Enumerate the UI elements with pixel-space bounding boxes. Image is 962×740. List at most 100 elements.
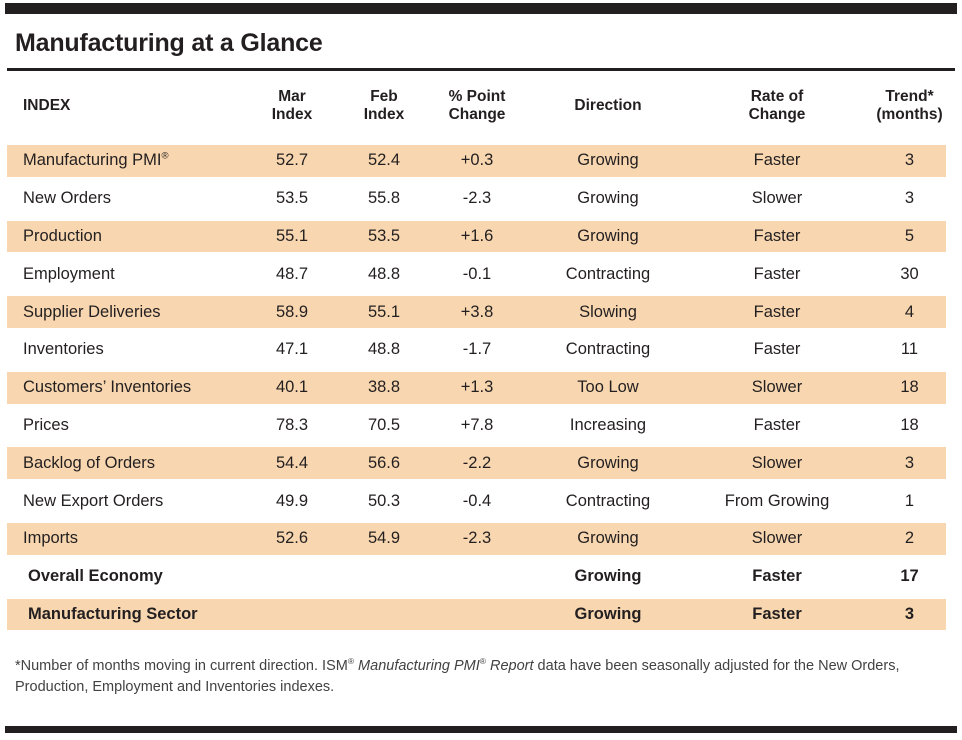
row-label: Customers’ Inventories (7, 378, 245, 397)
row-label: Manufacturing Sector (7, 605, 245, 624)
direction-value: Growing (574, 604, 642, 623)
feb-index-value: 48.8 (367, 264, 401, 283)
trend-months-value: 3 (904, 604, 915, 623)
row-label: Inventories (7, 340, 245, 359)
feb-index-value: 38.8 (367, 378, 401, 397)
index-name: Production (23, 227, 102, 245)
trend-months-value: 3 (904, 453, 915, 472)
mar-index-value: 49.9 (275, 491, 309, 510)
table-row: Production 55.1 53.5 +1.6 Growing Faster… (7, 217, 946, 256)
table-row: Inventories 47.1 48.8 -1.7 Contracting F… (7, 331, 946, 369)
table-row: Backlog of Orders 54.4 56.6 -2.2 Growing… (7, 444, 946, 483)
title-divider (7, 68, 955, 71)
row-label: Employment (7, 265, 245, 284)
feb-index-value: 55.8 (367, 189, 401, 208)
registered-mark: ® (347, 656, 355, 667)
row-label: Prices (7, 416, 245, 435)
feb-index-value: 50.3 (367, 491, 401, 510)
feb-index-value: 48.8 (367, 340, 401, 359)
trend-months-value: 1 (904, 491, 915, 510)
mar-index-value: 52.7 (275, 151, 309, 170)
row-label: Production (7, 227, 245, 246)
direction-value: Increasing (569, 415, 647, 434)
row-label: Backlog of Orders (7, 454, 245, 473)
rate-of-change-value: Faster (753, 151, 801, 170)
footnote-line-1: *Number of months moving in current dire… (15, 656, 899, 677)
rate-of-change-value: Slower (751, 529, 803, 548)
trend-months-value: 5 (904, 227, 915, 245)
footnote-text: *Number of months moving in current dire… (15, 658, 348, 674)
index-name: Backlog of Orders (23, 453, 156, 472)
mar-index-value: 53.5 (275, 189, 309, 208)
col-header-direction: Direction (574, 97, 642, 114)
header-line: Rate of (750, 88, 804, 105)
trend-months-value: 2 (904, 529, 915, 548)
row-label: Overall Economy (7, 567, 245, 586)
point-change-value: -0.1 (462, 264, 492, 283)
summary-row-overall-economy: Overall Economy Growing Faster 17 (7, 558, 946, 596)
trend-months-value: 3 (904, 189, 915, 208)
index-name: Supplier Deliveries (23, 302, 161, 321)
rate-of-change-value: Faster (753, 264, 801, 283)
header-line: Change (748, 105, 806, 123)
mar-index-value: 40.1 (275, 378, 309, 397)
row-label: New Export Orders (7, 492, 245, 511)
trend-months-value: 4 (904, 302, 915, 321)
col-header-index: INDEX (23, 97, 71, 114)
footnote-line-2: Production, Employment and Inventories i… (15, 679, 335, 695)
summary-row-manufacturing-sector: Manufacturing Sector Growing Faster 3 (7, 595, 946, 634)
header-line: Index (363, 105, 405, 123)
rate-of-change-value: From Growing (724, 491, 830, 510)
col-header-rate-of-change: Rate of Change (691, 80, 863, 124)
page-title: Manufacturing at a Glance (15, 29, 323, 57)
row-label: Supplier Deliveries (7, 303, 245, 322)
direction-value: Growing (577, 151, 639, 170)
direction-value: Contracting (565, 264, 651, 283)
trend-months-value: 11 (900, 340, 919, 359)
table-header-row: INDEX Mar Index Feb Index % Point Change… (7, 80, 946, 142)
table-row: Customers’ Inventories 40.1 38.8 +1.3 To… (7, 368, 946, 407)
col-header-mar-index: Mar Index (245, 80, 339, 124)
point-change-value: -0.4 (462, 491, 492, 510)
direction-value: Growing (574, 567, 642, 586)
rate-of-change-value: Faster (752, 604, 802, 623)
rate-of-change-value: Faster (753, 302, 801, 321)
rate-of-change-value: Slower (751, 189, 803, 208)
row-label: New Orders (7, 189, 245, 208)
header-line: % Point (448, 88, 506, 105)
col-header-point-change: % Point Change (429, 80, 525, 124)
trend-months-value: 18 (900, 378, 919, 397)
footnote-italic-text: Manufacturing PMI (354, 658, 480, 674)
table-row: Employment 48.7 48.8 -0.1 Contracting Fa… (7, 255, 946, 293)
index-name: New Export Orders (23, 491, 164, 510)
trend-months-value: 18 (900, 415, 919, 434)
col-header-trend-months: Trend* (months) (863, 80, 946, 124)
header-line: Mar (278, 88, 306, 105)
footnote-text: data have been seasonally adjusted for t… (533, 658, 900, 674)
feb-index-value: 54.9 (367, 529, 401, 548)
index-name: Manufacturing Sector (28, 604, 198, 623)
manufacturing-at-a-glance-table: INDEX Mar Index Feb Index % Point Change… (7, 80, 946, 634)
index-name: Overall Economy (28, 567, 163, 586)
rate-of-change-value: Faster (752, 567, 802, 586)
table-row: Prices 78.3 70.5 +7.8 Increasing Faster … (7, 407, 946, 445)
point-change-value: -1.7 (462, 340, 492, 359)
point-change-value: +0.3 (460, 151, 494, 170)
direction-value: Growing (577, 529, 639, 548)
index-name: Prices (23, 415, 69, 434)
table-row: Manufacturing PMI® 52.7 52.4 +0.3 Growin… (7, 142, 946, 180)
feb-index-value: 52.4 (367, 151, 401, 170)
feb-index-value: 56.6 (367, 453, 401, 472)
direction-value: Growing (577, 227, 639, 245)
point-change-value: -2.3 (462, 529, 492, 548)
row-label: Manufacturing PMI® (7, 151, 245, 170)
trend-months-value: 3 (904, 151, 915, 170)
col-header-feb-index: Feb Index (339, 80, 429, 124)
point-change-value: +3.8 (460, 302, 494, 321)
mar-index-value: 52.6 (275, 529, 309, 548)
header-line: Feb (370, 88, 398, 105)
direction-value: Contracting (565, 491, 651, 510)
direction-value: Too Low (577, 378, 639, 397)
trend-months-value: 17 (900, 567, 919, 586)
